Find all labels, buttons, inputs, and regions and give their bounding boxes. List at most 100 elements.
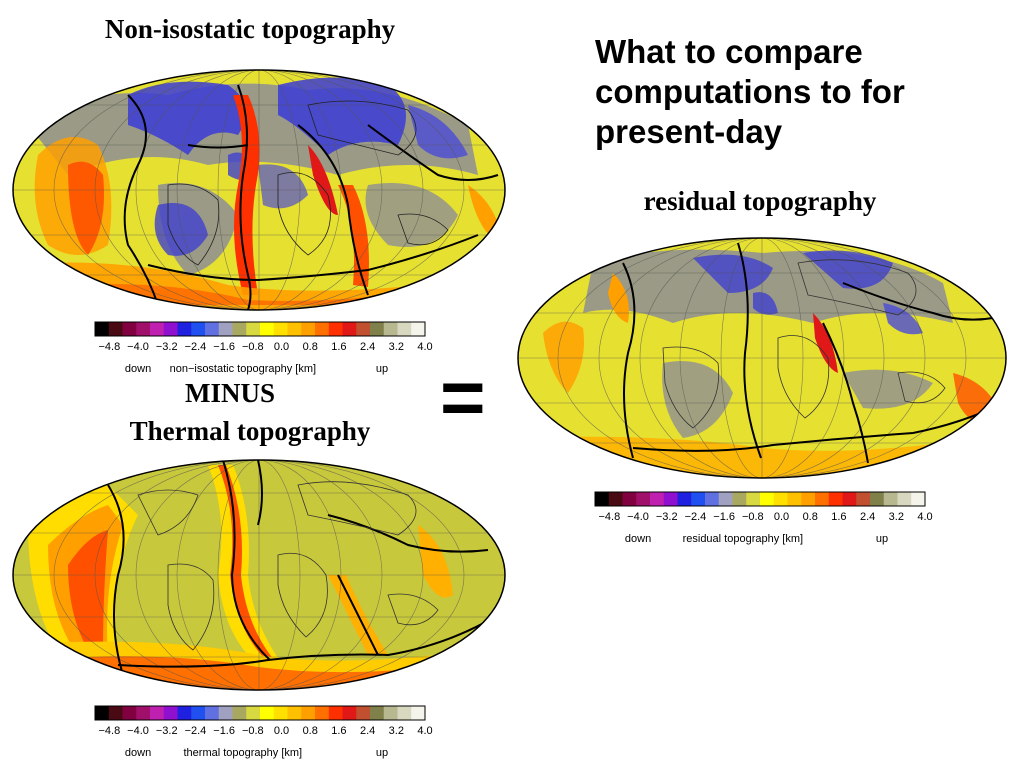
colorbar-tick-label: 1.6 bbox=[831, 511, 846, 523]
colorbar-tick-label: −3.2 bbox=[156, 725, 178, 737]
colorbar-swatch bbox=[246, 706, 261, 720]
colorbar-swatch bbox=[273, 706, 288, 720]
colorbar-swatch bbox=[218, 706, 233, 720]
colorbar-swatch bbox=[95, 322, 110, 336]
colorbar-tick-label: 3.2 bbox=[389, 341, 404, 353]
colorbar-swatch bbox=[842, 492, 857, 506]
colorbar-frame bbox=[94, 705, 426, 721]
colorbar-swatch bbox=[232, 322, 247, 336]
colorbar-tick-label: −4.8 bbox=[98, 725, 120, 737]
colorbar-swatch bbox=[136, 706, 151, 720]
colorbar-swatch bbox=[205, 322, 220, 336]
colorbar-swatch bbox=[205, 706, 220, 720]
colorbar-axis-label: non−isostatic topography [km] bbox=[170, 363, 316, 375]
colorbar-swatch bbox=[287, 706, 302, 720]
colorbar-swatch bbox=[218, 322, 233, 336]
colorbar-swatch bbox=[108, 322, 123, 336]
colorbar-thermal: −4.8 −4.0 −3.2 −2.4 −1.6 −0.8 0.0 0.8 1.6 2.4 3.2 4… bbox=[94, 705, 433, 759]
colorbar-tick-label: 4.0 bbox=[917, 511, 932, 523]
colorbar-swatch bbox=[705, 492, 720, 506]
colorbar-swatch bbox=[760, 492, 775, 506]
colorbar-swatch bbox=[383, 706, 398, 720]
colorbar-swatch bbox=[136, 322, 151, 336]
slide-heading: What to compare computations to for pres… bbox=[595, 33, 905, 150]
colorbar-swatch bbox=[273, 322, 288, 336]
colorbar-swatch bbox=[883, 492, 898, 506]
residual-map bbox=[517, 237, 1007, 479]
colorbar-up-label: up bbox=[376, 747, 388, 759]
colorbar-tick-label: −2.4 bbox=[185, 725, 207, 737]
colorbar-swatch bbox=[177, 322, 192, 336]
colorbar-swatch bbox=[260, 322, 275, 336]
colorbar-non-isostatic: −4.8 −4.0 −3.2 −2.4 −1.6 −0.8 0.0 0.8 1.6 2.4 3.2 4… bbox=[94, 321, 433, 375]
colorbar-tick-label: −4.0 bbox=[127, 725, 149, 737]
colorbar-swatch bbox=[191, 322, 206, 336]
colorbar-tick-label: −1.6 bbox=[213, 341, 235, 353]
colorbar-swatch bbox=[856, 492, 871, 506]
colorbar-swatch bbox=[301, 322, 316, 336]
colorbar-tick-label: −0.8 bbox=[742, 511, 764, 523]
non-isostatic-map bbox=[12, 69, 506, 311]
colorbar-down-label: down bbox=[125, 363, 151, 375]
colorbar-swatch bbox=[122, 322, 137, 336]
equals-sign: = bbox=[440, 353, 486, 441]
colorbar-swatch bbox=[342, 322, 357, 336]
colorbar-swatch bbox=[370, 322, 385, 336]
colorbar-tick-label: −3.2 bbox=[156, 341, 178, 353]
colorbar-tick-label: 4.0 bbox=[417, 725, 432, 737]
colorbar-tick-label: 1.6 bbox=[331, 725, 346, 737]
colorbar-swatch bbox=[636, 492, 651, 506]
colorbar-tick-label: 2.4 bbox=[360, 341, 375, 353]
colorbar-residual: −4.8 −4.0 −3.2 −2.4 −1.6 −0.8 0.0 0.8 1.6 2.4 3.2 4… bbox=[594, 491, 933, 545]
non-isostatic-title: Non-isostatic topography bbox=[104, 14, 396, 44]
colorbar-swatch bbox=[163, 322, 178, 336]
colorbar-swatch bbox=[356, 706, 371, 720]
colorbar-swatch bbox=[828, 492, 843, 506]
colorbar-swatch bbox=[746, 492, 761, 506]
colorbar-frame bbox=[94, 321, 426, 337]
colorbar-swatch bbox=[397, 322, 412, 336]
colorbar-swatch bbox=[150, 706, 165, 720]
colorbar-tick-label: −4.0 bbox=[627, 511, 649, 523]
colorbar-tick-label: 0.0 bbox=[274, 341, 289, 353]
colorbar-swatch bbox=[342, 706, 357, 720]
colorbar-swatch bbox=[108, 706, 123, 720]
colorbar-tick-label: 0.8 bbox=[303, 725, 318, 737]
colorbar-swatch bbox=[232, 706, 247, 720]
colorbar-tick-label: −4.8 bbox=[98, 341, 120, 353]
colorbar-swatch bbox=[773, 492, 788, 506]
colorbar-tick-label: 2.4 bbox=[360, 725, 375, 737]
colorbar-swatch bbox=[301, 706, 316, 720]
colorbar-swatch bbox=[177, 706, 192, 720]
colorbar-swatch bbox=[122, 706, 137, 720]
colorbar-swatch bbox=[356, 322, 371, 336]
colorbar-tick-label: −0.8 bbox=[242, 725, 264, 737]
colorbar-tick-label: 4.0 bbox=[417, 341, 432, 353]
colorbar-swatch bbox=[815, 492, 830, 506]
colorbar-tick-label: 3.2 bbox=[389, 725, 404, 737]
colorbar-tick-label: −2.4 bbox=[185, 341, 207, 353]
minus-label: MINUS bbox=[184, 378, 275, 408]
colorbar-up-label: up bbox=[376, 363, 388, 375]
colorbar-tick-label: 0.8 bbox=[803, 511, 818, 523]
colorbar-tick-label: −1.6 bbox=[213, 725, 235, 737]
colorbar-tick-label: 2.4 bbox=[860, 511, 875, 523]
colorbar-swatch bbox=[691, 492, 706, 506]
colorbar-swatch bbox=[150, 322, 165, 336]
colorbar-swatch bbox=[870, 492, 885, 506]
colorbar-swatch bbox=[411, 322, 426, 336]
colorbar-down-label: down bbox=[625, 533, 651, 545]
colorbar-swatch bbox=[787, 492, 802, 506]
colorbar-tick-label: −0.8 bbox=[242, 341, 264, 353]
colorbar-swatch bbox=[677, 492, 692, 506]
colorbar-swatch bbox=[383, 322, 398, 336]
colorbar-tick-label: 1.6 bbox=[331, 341, 346, 353]
colorbar-swatch bbox=[663, 492, 678, 506]
colorbar-swatch bbox=[315, 322, 330, 336]
colorbar-axis-label: thermal topography [km] bbox=[184, 747, 303, 759]
colorbar-tick-label: 0.0 bbox=[774, 511, 789, 523]
colorbar-tick-label: 3.2 bbox=[889, 511, 904, 523]
colorbar-up-label: up bbox=[876, 533, 888, 545]
colorbar-tick-label: 0.8 bbox=[303, 341, 318, 353]
colorbar-swatch bbox=[897, 492, 912, 506]
